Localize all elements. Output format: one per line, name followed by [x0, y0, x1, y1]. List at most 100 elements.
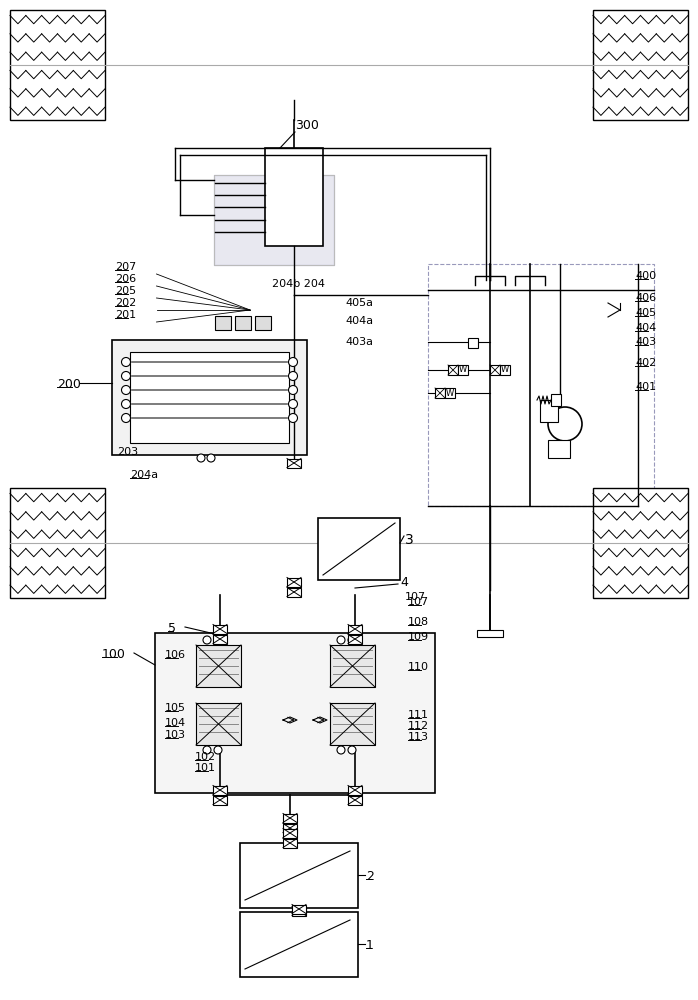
Text: 107: 107 [405, 592, 426, 602]
Circle shape [348, 636, 356, 644]
Circle shape [214, 746, 222, 754]
Text: 404: 404 [635, 323, 656, 333]
Circle shape [348, 746, 356, 754]
Circle shape [203, 746, 211, 754]
Text: 106: 106 [165, 650, 186, 660]
Text: 206: 206 [115, 274, 136, 284]
Text: 401: 401 [635, 382, 656, 392]
Bar [130, 352, 289, 443]
Circle shape [121, 385, 131, 394]
Circle shape [288, 385, 297, 394]
Text: 406: 406 [635, 293, 656, 303]
Bar [292, 906, 306, 916]
Bar [348, 796, 362, 804]
Circle shape [288, 399, 297, 408]
Text: 112: 112 [408, 721, 429, 731]
Bar [10, 488, 105, 598]
Bar [240, 843, 358, 908]
Bar [500, 365, 510, 375]
Bar [283, 838, 297, 848]
Text: 107: 107 [408, 597, 429, 607]
Bar [213, 796, 227, 804]
Bar [196, 703, 241, 745]
Bar [112, 340, 307, 455]
Text: W: W [501, 365, 510, 374]
Bar [240, 912, 358, 977]
Text: 400: 400 [635, 271, 656, 281]
Text: 202: 202 [115, 298, 136, 308]
Text: 113: 113 [408, 732, 429, 742]
Bar [540, 400, 558, 422]
Bar [445, 388, 455, 398]
Text: 205: 205 [115, 286, 136, 296]
Circle shape [207, 454, 215, 462]
Bar [428, 264, 654, 506]
Bar [551, 394, 561, 406]
Text: 404a: 404a [345, 316, 373, 326]
Text: 3: 3 [405, 533, 414, 547]
Text: 108: 108 [408, 617, 429, 627]
Text: 5: 5 [168, 622, 176, 635]
Bar [283, 828, 297, 838]
Bar [318, 518, 400, 580]
Bar [348, 786, 362, 794]
Bar [283, 824, 297, 832]
Text: 403a: 403a [345, 337, 373, 347]
Text: 104: 104 [165, 718, 186, 728]
Circle shape [121, 358, 131, 366]
Circle shape [203, 636, 211, 644]
Bar [235, 316, 251, 330]
Bar [214, 175, 334, 265]
Text: 101: 101 [195, 763, 216, 773]
Bar [292, 904, 306, 914]
Bar [155, 633, 435, 793]
Bar [490, 365, 500, 375]
Bar [593, 10, 688, 120]
Bar [348, 624, 362, 634]
Circle shape [121, 371, 131, 380]
Bar [255, 316, 271, 330]
Text: 100: 100 [102, 648, 126, 661]
Text: 207: 207 [115, 262, 136, 272]
Text: 204b 204: 204b 204 [272, 279, 325, 289]
Circle shape [288, 414, 297, 422]
Text: 111: 111 [408, 710, 429, 720]
Text: 201: 201 [115, 310, 136, 320]
Circle shape [288, 371, 297, 380]
Text: 405a: 405a [345, 298, 373, 308]
Bar [213, 624, 227, 634]
Bar [548, 440, 570, 458]
Bar [458, 365, 468, 375]
Bar [215, 316, 231, 330]
Circle shape [121, 414, 131, 422]
Bar [287, 587, 301, 596]
Text: 204a: 204a [130, 470, 158, 480]
Text: 110: 110 [408, 662, 429, 672]
Bar [196, 645, 241, 687]
Bar [10, 10, 105, 120]
Circle shape [288, 358, 297, 366]
Text: 103: 103 [165, 730, 186, 740]
Bar [435, 388, 445, 398]
Text: 109: 109 [408, 632, 429, 642]
Text: 102: 102 [195, 752, 216, 762]
Circle shape [337, 636, 345, 644]
Text: 200: 200 [57, 378, 81, 391]
Text: 403: 403 [635, 337, 656, 347]
Bar [468, 338, 478, 348]
Circle shape [337, 746, 345, 754]
Text: 2: 2 [366, 870, 374, 883]
Bar [348, 635, 362, 644]
Bar [448, 365, 458, 375]
Bar [330, 703, 375, 745]
Text: 4: 4 [400, 576, 408, 588]
Bar [287, 578, 301, 586]
Bar [287, 458, 301, 468]
Bar [330, 645, 375, 687]
Text: 402: 402 [635, 358, 656, 368]
Bar [214, 175, 334, 265]
Bar [213, 786, 227, 794]
Circle shape [197, 454, 205, 462]
Text: W: W [446, 388, 454, 397]
Circle shape [121, 399, 131, 408]
